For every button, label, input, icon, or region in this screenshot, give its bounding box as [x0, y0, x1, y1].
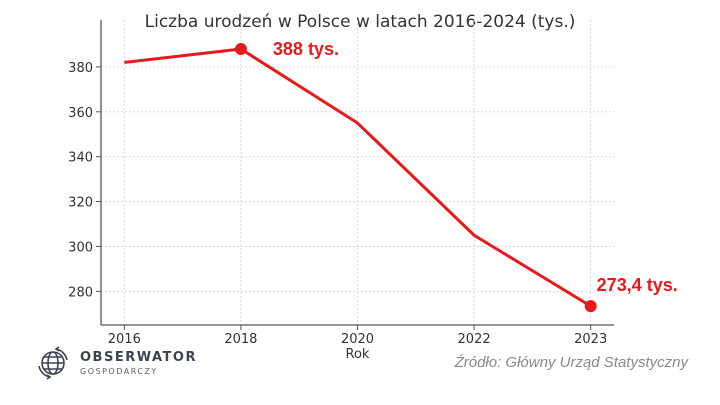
y-tick-label: 340: [68, 151, 93, 166]
y-tick-label: 320: [68, 196, 93, 211]
source-note: Źródło: Główny Urząd Statystyczny: [454, 354, 688, 371]
x-tick-label: 2016: [108, 332, 141, 347]
y-tick-label: 360: [68, 106, 93, 121]
data-annotation: 273,4 tys.: [597, 275, 678, 295]
globe-icon: [38, 346, 68, 380]
data-point-marker: [234, 42, 247, 55]
data-annotation: 388 tys.: [273, 39, 339, 59]
y-tick-label: 380: [68, 61, 93, 76]
chart-title: Liczba urodzeń w Polsce w latach 2016-20…: [144, 12, 576, 32]
data-point-marker: [584, 300, 597, 313]
data-line: [124, 47, 592, 308]
logo-title: OBSERWATOR: [80, 349, 197, 365]
x-axis-label: Rok: [346, 347, 370, 362]
y-tick-label: 280: [68, 285, 93, 300]
y-tick-label: 300: [68, 240, 93, 255]
x-tick-label: 2018: [224, 332, 257, 347]
logo-subtitle: GOSPODARCZY: [80, 366, 158, 376]
brand-logo: OBSERWATOR GOSPODARCZY: [36, 346, 197, 380]
x-tick-label: 2020: [341, 332, 374, 347]
x-tick-label: 2023: [574, 332, 607, 347]
x-tick-label: 2022: [458, 332, 491, 347]
